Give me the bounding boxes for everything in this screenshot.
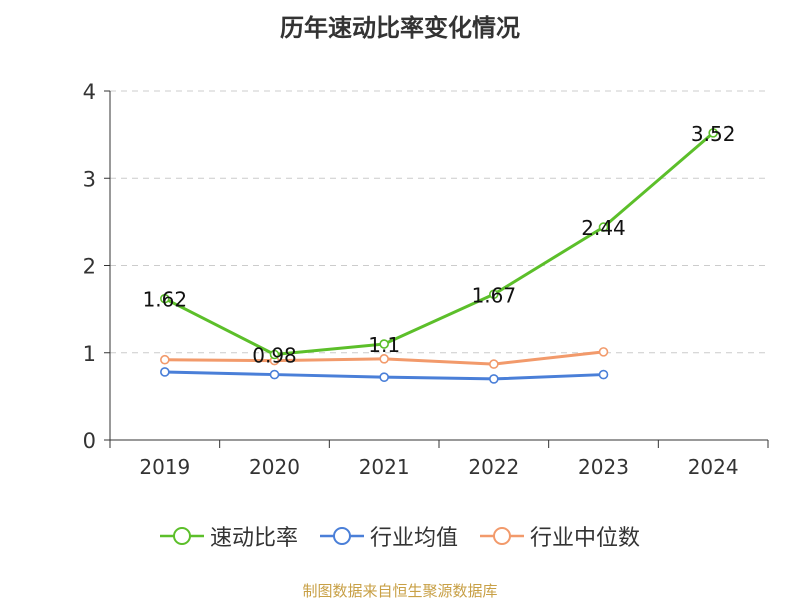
data-point-1 (379, 372, 389, 382)
data-label: 1.67 (472, 283, 517, 307)
legend-swatch-quick-ratio (159, 527, 204, 545)
x-tick-label: 2023 (578, 455, 629, 479)
data-point-2 (160, 354, 170, 365)
x-tick-label: 2021 (359, 455, 410, 479)
legend-label-industry-median: 行业中位数 (530, 526, 641, 551)
data-label: 2.44 (581, 216, 626, 240)
data-point-0 (708, 128, 718, 138)
data-point-0 (489, 289, 499, 300)
y-tick-label: 0 (83, 429, 96, 453)
legend-swatch-industry-median (480, 527, 524, 545)
y-tick-label: 3 (83, 167, 96, 191)
data-point-1 (598, 369, 609, 380)
x-tick-label: 2022 (468, 455, 519, 479)
data-point-0 (598, 222, 609, 232)
data-point-2 (598, 347, 609, 357)
data-point-1 (269, 369, 280, 380)
data-point-0 (379, 339, 389, 349)
y-tick-label: 1 (83, 342, 96, 366)
legend-item-industry-mean[interactable]: 行业均值 (319, 520, 458, 552)
source-note: 制图数据来自恒生聚源数据库 (302, 582, 498, 600)
data-point-0 (269, 349, 280, 360)
data-label: 1.62 (143, 288, 188, 312)
legend-item-industry-median[interactable]: 行业中位数 (480, 520, 640, 552)
legend-item-quick-ratio[interactable]: 速动比率 (159, 520, 298, 552)
y-tick-label: 4 (83, 80, 96, 104)
data-label: 3.52 (691, 122, 736, 146)
data-label: 0.98 (252, 343, 297, 367)
data-point-0 (160, 293, 170, 304)
legend-label-industry-mean: 行业均值 (369, 526, 458, 551)
data-label: 1.1 (368, 333, 400, 357)
data-point-2 (379, 354, 389, 364)
x-tick-label: 2024 (688, 455, 739, 479)
data-point-2 (489, 359, 499, 369)
series-line-0 (164, 131, 715, 356)
data-point-1 (489, 374, 499, 384)
legend-swatch-industry-mean (319, 527, 364, 545)
legend-label-quick-ratio: 速动比率 (209, 526, 298, 551)
x-tick-label: 2020 (249, 455, 300, 479)
legend: 速动比率 行业均值 行业中位数 (0, 520, 800, 552)
data-point-1 (160, 367, 170, 377)
chart-title: 历年速动比率变化情况 (280, 14, 520, 42)
x-tick-label: 2019 (139, 455, 190, 479)
y-tick-label: 2 (83, 255, 96, 279)
